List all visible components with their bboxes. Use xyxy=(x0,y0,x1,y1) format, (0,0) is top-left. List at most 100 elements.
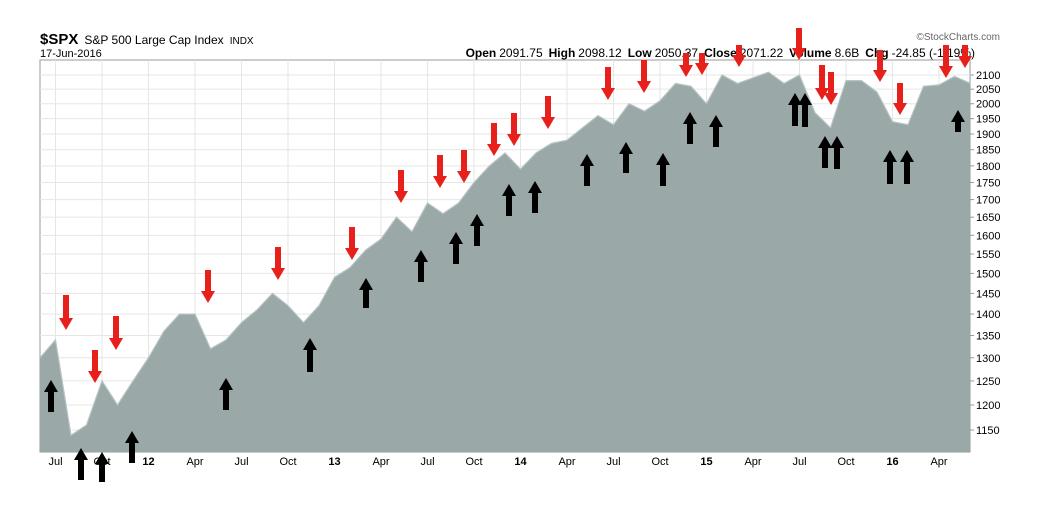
x-tick-label: Apr xyxy=(186,456,203,468)
quote-label: Open xyxy=(466,46,497,60)
x-tick-label: Jul xyxy=(48,456,62,468)
buy-arrow xyxy=(449,232,463,264)
sell-arrow xyxy=(824,72,838,105)
sell-arrow xyxy=(541,96,555,129)
y-tick-label: 1300 xyxy=(976,353,1000,365)
x-tick-label: Apr xyxy=(372,456,389,468)
x-tick-label: Jul xyxy=(234,456,248,468)
buy-arrow xyxy=(95,452,109,482)
sell-arrow xyxy=(271,247,285,280)
x-tick-label: 15 xyxy=(700,456,712,468)
sell-arrow xyxy=(815,65,829,100)
x-tick-label: Apr xyxy=(558,456,575,468)
buy-arrow xyxy=(656,153,670,186)
x-tick-label: Jul xyxy=(792,456,806,468)
sell-arrow xyxy=(893,83,907,115)
sell-arrow xyxy=(792,28,806,60)
date: 17-Jun-2016 xyxy=(40,48,102,60)
sell-arrow xyxy=(939,45,953,78)
sell-arrow xyxy=(394,170,408,203)
y-tick-label: 1800 xyxy=(976,161,1000,173)
quote-value: 2050.37 xyxy=(655,46,699,60)
x-tick-label: Jul xyxy=(420,456,434,468)
y-tick-label: 1250 xyxy=(976,376,1000,388)
y-tick-label: 1550 xyxy=(976,249,1000,261)
y-tick-label: 1750 xyxy=(976,177,1000,189)
buy-arrow xyxy=(125,431,139,463)
buy-arrow xyxy=(303,338,317,372)
y-tick-label: 1450 xyxy=(976,288,1000,300)
sell-arrow xyxy=(345,227,359,260)
quote-label: Chg xyxy=(865,46,888,60)
x-tick-label: Oct xyxy=(465,456,482,468)
y-tick-label: 1400 xyxy=(976,309,1000,321)
x-tick-label: Jul xyxy=(606,456,620,468)
x-tick-label: Oct xyxy=(651,456,668,468)
sell-arrow xyxy=(601,67,615,100)
header-line: $SPX S&P 500 Large Cap Index INDX xyxy=(40,31,254,48)
buy-arrow xyxy=(414,250,428,282)
x-tick-label: 13 xyxy=(328,456,340,468)
x-tick-label: Oct xyxy=(837,456,854,468)
y-tick-label: 1700 xyxy=(976,195,1000,207)
x-tick-label: 14 xyxy=(514,456,527,468)
buy-arrow xyxy=(788,93,802,126)
x-tick-label: Apr xyxy=(930,456,947,468)
buy-arrow xyxy=(528,181,542,213)
sell-arrow xyxy=(59,295,73,330)
symbol: $SPX xyxy=(40,31,78,48)
x-tick-label: 12 xyxy=(142,456,154,468)
sell-arrow xyxy=(433,155,447,188)
x-tick-label: 16 xyxy=(886,456,898,468)
quote-label: Close xyxy=(704,46,737,60)
quote-label: Low xyxy=(628,46,653,60)
y-tick-label: 2100 xyxy=(976,70,1000,82)
exchange: INDX xyxy=(230,36,254,47)
sell-arrow xyxy=(679,53,693,77)
buy-arrow xyxy=(951,110,965,132)
sell-arrow xyxy=(109,316,123,350)
sell-arrow xyxy=(958,45,972,68)
buy-arrow xyxy=(818,136,832,168)
buy-arrow xyxy=(580,154,594,186)
y-tick-label: 1900 xyxy=(976,129,1000,141)
sell-arrow xyxy=(695,53,709,75)
buy-arrow xyxy=(74,448,88,480)
x-tick-label: Apr xyxy=(744,456,761,468)
index-name: S&P 500 Large Cap Index xyxy=(84,33,223,47)
quote-value: 8.6B xyxy=(835,46,860,60)
quote-value: 2071.22 xyxy=(740,46,784,60)
sell-arrow xyxy=(732,45,746,67)
y-tick-label: 1850 xyxy=(976,145,1000,157)
buy-arrow xyxy=(44,380,58,412)
quote-label: High xyxy=(549,46,576,60)
sell-arrow xyxy=(88,350,102,383)
y-tick-label: 1600 xyxy=(976,230,1000,242)
buy-arrow xyxy=(359,278,373,308)
y-tick-label: 2050 xyxy=(976,84,1000,96)
price-line xyxy=(39,71,971,437)
quote-value: -24.85 (-1.19%) xyxy=(892,46,975,60)
sell-arrow xyxy=(637,60,651,93)
sell-arrow xyxy=(457,150,471,183)
y-tick-label: 2000 xyxy=(976,99,1000,111)
sell-arrow xyxy=(507,113,521,146)
sell-arrow xyxy=(487,123,501,156)
buy-arrow xyxy=(619,142,633,173)
quote-line: Open 2091.75 High 2098.12 Low 2050.37 Close 207… xyxy=(466,46,975,60)
buy-arrow xyxy=(683,112,697,144)
buy-arrow xyxy=(219,378,233,410)
buy-arrow xyxy=(470,214,484,246)
sell-arrow xyxy=(201,270,215,303)
y-tick-label: 1150 xyxy=(976,425,1000,437)
buy-arrow xyxy=(900,150,914,184)
y-tick-label: 1650 xyxy=(976,212,1000,224)
buy-arrow xyxy=(798,93,812,127)
y-tick-label: 1500 xyxy=(976,268,1000,280)
y-tick-label: 1950 xyxy=(976,114,1000,126)
buy-arrow xyxy=(883,150,897,184)
credit: ©StockCharts.com xyxy=(916,32,1000,43)
buy-arrow xyxy=(709,115,723,147)
